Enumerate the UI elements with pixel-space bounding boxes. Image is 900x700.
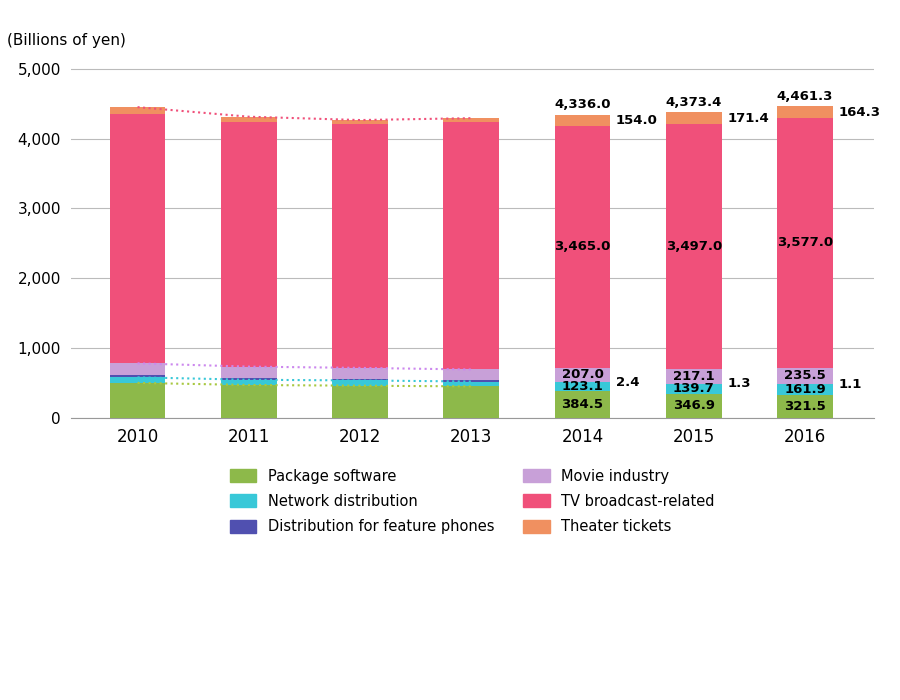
Text: 3,497.0: 3,497.0	[666, 240, 722, 253]
Text: 2.4: 2.4	[616, 376, 639, 389]
Text: 321.5: 321.5	[784, 400, 826, 413]
Bar	[221, 378, 276, 380]
Text: 164.3: 164.3	[838, 106, 880, 118]
Bar	[110, 383, 166, 418]
Bar	[110, 375, 166, 377]
Bar	[221, 117, 276, 122]
Text: 346.9: 346.9	[672, 399, 715, 412]
Bar	[666, 113, 722, 125]
Text: 139.7: 139.7	[673, 382, 715, 396]
Text: 171.4: 171.4	[727, 112, 769, 125]
Legend: Package software, Network distribution, Distribution for feature phones, Movie i: Package software, Network distribution, …	[222, 461, 722, 541]
Bar	[332, 386, 388, 418]
Bar	[444, 386, 500, 418]
Bar	[554, 382, 610, 391]
Bar	[221, 122, 276, 367]
Text: 123.1: 123.1	[562, 380, 603, 393]
Text: 154.0: 154.0	[616, 114, 658, 127]
Text: 4,373.4: 4,373.4	[665, 96, 722, 108]
Bar	[110, 114, 166, 363]
Bar	[666, 393, 722, 418]
Bar	[554, 368, 610, 382]
Bar	[777, 395, 833, 418]
Bar	[332, 381, 388, 386]
Text: (Billions of yen): (Billions of yen)	[6, 32, 125, 48]
Bar	[666, 384, 722, 393]
Bar	[554, 115, 610, 126]
Bar	[666, 369, 722, 384]
Bar	[666, 125, 722, 369]
Bar	[221, 367, 276, 378]
Bar	[444, 382, 500, 386]
Bar	[444, 370, 500, 380]
Text: 235.5: 235.5	[784, 370, 826, 382]
Bar	[444, 380, 500, 382]
Text: 161.9: 161.9	[784, 383, 826, 396]
Bar	[110, 363, 166, 375]
Text: 217.1: 217.1	[673, 370, 715, 383]
Bar	[554, 391, 610, 418]
Text: 4,336.0: 4,336.0	[554, 98, 611, 111]
Text: 4,461.3: 4,461.3	[777, 90, 833, 102]
Bar	[444, 118, 500, 122]
Bar	[332, 120, 388, 124]
Bar	[444, 122, 500, 370]
Bar	[554, 126, 610, 368]
Bar	[332, 379, 388, 381]
Text: 3,465.0: 3,465.0	[554, 240, 611, 253]
Text: 384.5: 384.5	[562, 398, 604, 411]
Bar	[110, 107, 166, 114]
Bar	[777, 118, 833, 368]
Bar	[221, 380, 276, 385]
Text: 1.1: 1.1	[838, 377, 861, 391]
Bar	[777, 106, 833, 118]
Bar	[777, 368, 833, 384]
Text: 3,577.0: 3,577.0	[777, 236, 833, 249]
Bar	[332, 368, 388, 379]
Bar	[332, 124, 388, 368]
Bar	[110, 377, 166, 383]
Text: 1.3: 1.3	[727, 377, 751, 391]
Text: 207.0: 207.0	[562, 368, 603, 382]
Bar	[221, 385, 276, 418]
Bar	[777, 384, 833, 395]
